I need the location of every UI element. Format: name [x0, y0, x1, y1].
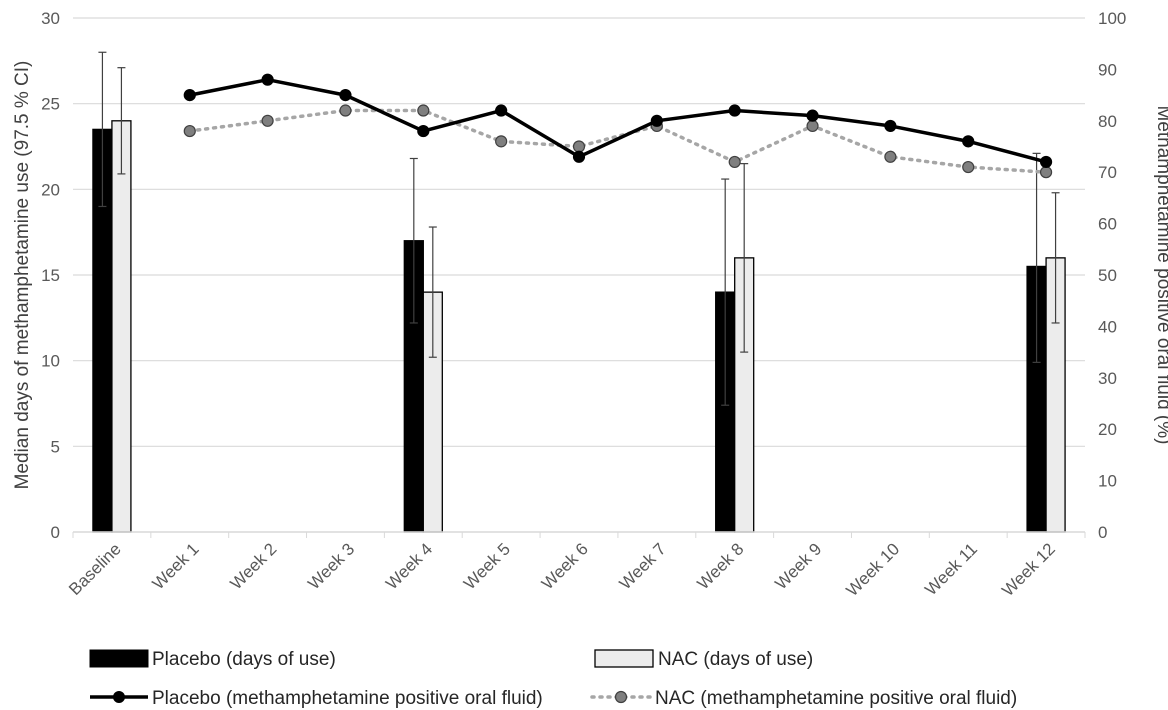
point-placebo-week-2	[261, 73, 274, 86]
point-nac-week-9	[806, 119, 819, 133]
legend-label-placebo-line: Placebo (methamphetamine positive oral f…	[152, 688, 543, 709]
y2-axis-title: Methamphetamine positive oral fluid (%)	[1153, 106, 1168, 445]
point-nac-week-8	[728, 155, 741, 169]
point-nac-week-3	[339, 104, 352, 117]
y2-tick-label: 70	[1098, 163, 1117, 182]
point-nac-week-4	[417, 104, 430, 117]
x-tick-label: Week 8	[694, 539, 748, 593]
point-placebo-week-12	[1039, 155, 1053, 169]
x-tick-label: Week 5	[460, 539, 514, 593]
y2-tick-label: 100	[1098, 9, 1126, 28]
legend-label-nac-line: NAC (methamphetamine positive oral fluid…	[655, 688, 1017, 709]
point-placebo-week-8	[728, 104, 741, 117]
x-tick-label: Week 9	[771, 539, 825, 593]
x-tick-label: Week 3	[304, 539, 358, 593]
axes: 0 5 10 15 20 25 30 0 10 20 30 40 50 60 70 80 90 100 Baseli…	[41, 9, 1126, 600]
legend-item-nac-bar: NAC (days of use)	[594, 649, 813, 670]
point-placebo-week-7	[650, 114, 663, 127]
point-placebo-week-10	[884, 119, 897, 133]
y2-tick-label: 80	[1098, 112, 1117, 131]
y2-tick-label: 40	[1098, 317, 1117, 336]
x-tick-label: Week 1	[149, 539, 203, 593]
gridlines	[73, 17, 1085, 447]
y2-tick-label: 30	[1098, 369, 1117, 388]
legend-swatch-nac-bar	[594, 649, 654, 668]
legend-marker-placebo	[113, 691, 125, 703]
x-tick-label: Week 12	[998, 539, 1059, 600]
error-bars	[98, 51, 1060, 406]
line-nac	[188, 108, 1048, 174]
y2-tick-label: 20	[1098, 420, 1117, 439]
point-placebo-week-4	[417, 124, 430, 138]
legend-label-placebo-bar: Placebo (days of use)	[152, 649, 336, 670]
y-tick-label: 30	[41, 9, 60, 28]
point-nac-week-11	[962, 160, 975, 174]
point-nac-week-12	[1039, 166, 1053, 179]
y-tick-label: 5	[51, 437, 60, 456]
y-tick-label: 15	[41, 266, 60, 285]
x-tick-label: Week 7	[616, 539, 670, 593]
point-placebo-week-9	[806, 109, 819, 122]
legend-item-placebo-line: Placebo (methamphetamine positive oral f…	[90, 688, 543, 709]
x-tick-label: Week 10	[843, 539, 904, 600]
line-placebo	[188, 77, 1048, 164]
legend-item-nac-line: NAC (methamphetamine positive oral fluid…	[590, 688, 1017, 709]
y2-tick-label: 90	[1098, 60, 1117, 79]
x-tick-label: Baseline	[65, 539, 125, 599]
point-nac-week-2	[261, 114, 274, 127]
y2-tick-label: 0	[1098, 523, 1107, 542]
point-placebo-week-6	[572, 150, 586, 163]
legend-label-nac-bar: NAC (days of use)	[658, 649, 813, 670]
legend-item-placebo-bar: Placebo (days of use)	[89, 649, 336, 670]
y-tick-label: 10	[41, 352, 60, 371]
y-tick-label: 20	[41, 180, 60, 199]
y-axis-title: Median days of methamphetamine use (97.5…	[12, 61, 33, 490]
point-nac-week-1	[183, 124, 196, 138]
y-tick-label: 0	[51, 523, 60, 542]
point-placebo-week-5	[495, 104, 508, 117]
point-nac-week-5	[495, 135, 508, 148]
point-placebo-week-1	[183, 88, 196, 102]
legend-marker-nac	[614, 690, 628, 704]
y2-tick-label: 60	[1098, 215, 1117, 234]
legend-swatch-placebo-bar	[89, 649, 149, 668]
x-tick-label: Week 11	[921, 539, 981, 599]
bar-nac-baseline	[111, 120, 132, 533]
y2-tick-label: 50	[1098, 266, 1117, 285]
point-placebo-week-3	[339, 88, 352, 102]
point-placebo-week-11	[962, 135, 975, 148]
bars	[92, 120, 1066, 533]
y-tick-label: 25	[41, 95, 60, 114]
point-nac-week-6	[572, 140, 586, 153]
point-nac-week-10	[884, 150, 897, 163]
legend: Placebo (days of use) NAC (days of use) …	[89, 649, 1017, 709]
y2-tick-label: 10	[1098, 472, 1117, 491]
x-tick-label: Week 2	[226, 539, 280, 593]
x-tick-label: Week 6	[538, 539, 592, 593]
lines	[183, 73, 1053, 179]
x-tick-label: Week 4	[382, 539, 436, 593]
